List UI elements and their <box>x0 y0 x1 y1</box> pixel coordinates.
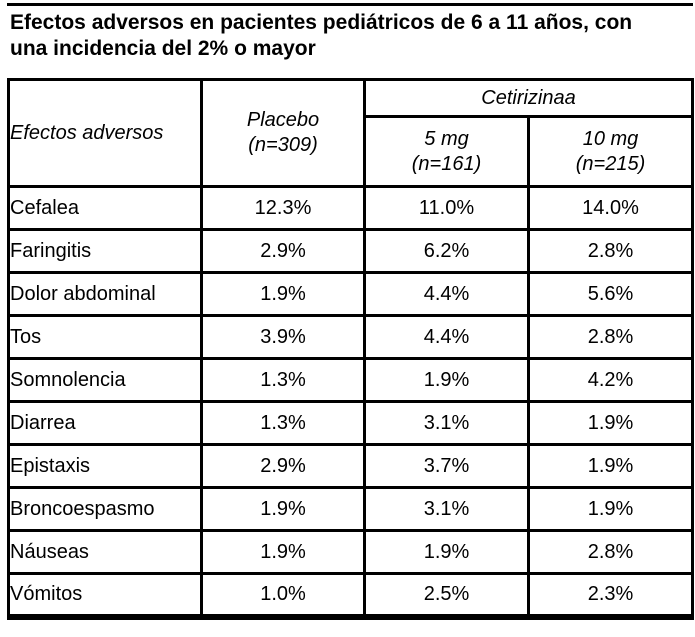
table-row: Náuseas 1.9% 1.9% 2.8% <box>7 529 695 575</box>
dose10-value-cell: 1.9% <box>526 486 695 532</box>
top-divider-rule <box>7 3 693 6</box>
dose10-value-cell: 2.3% <box>526 572 695 618</box>
column-header-10mg: 10 mg (n=215) <box>526 115 695 188</box>
dose5-value-cell: 11.0% <box>363 185 530 231</box>
table-row: Faringitis 2.9% 6.2% 2.8% <box>7 228 695 274</box>
dose5-value-cell: 6.2% <box>363 228 530 274</box>
table-row: Dolor abdominal 1.9% 4.4% 5.6% <box>7 271 695 317</box>
table-title: Efectos adversos en pacientes pediátrico… <box>10 10 690 62</box>
column-header-cetirizina-group: Cetirizinaa <box>362 78 695 118</box>
dose10-value-cell: 2.8% <box>526 228 695 274</box>
placebo-value-cell: 1.9% <box>200 271 366 317</box>
placebo-label: Placebo <box>246 109 320 131</box>
header-row-doses: 5 mg (n=161) 10 mg (n=215) <box>9 115 695 188</box>
placebo-value-cell: 1.3% <box>200 400 366 446</box>
dose10-value-cell: 5.6% <box>526 271 695 317</box>
table-row: Somnolencia 1.3% 1.9% 4.2% <box>7 357 695 403</box>
placebo-n: (n=309) <box>248 134 318 156</box>
table-title-line1: Efectos adversos en pacientes pediátrico… <box>10 11 633 34</box>
dose10-value-cell: 2.8% <box>526 529 695 575</box>
table-row: Vómitos 1.0% 2.5% 2.3% <box>7 572 695 618</box>
column-header-effects: Efectos adversos <box>7 78 203 188</box>
column-header-5mg: 5 mg (n=161) <box>363 115 530 188</box>
placebo-value-cell: 1.3% <box>200 357 366 403</box>
placebo-value-cell: 2.9% <box>200 228 366 274</box>
dose5-value-cell: 1.9% <box>363 357 530 403</box>
dose5-value-cell: 3.7% <box>363 443 530 489</box>
dose5-value-cell: 4.4% <box>363 314 530 360</box>
effect-name-cell: Diarrea <box>7 400 203 446</box>
dose5-value-cell: 3.1% <box>363 486 530 532</box>
effect-name-cell: Náuseas <box>7 529 203 575</box>
effect-name-cell: Vómitos <box>7 572 203 618</box>
column-header-placebo: Placebo (n=309) <box>200 78 366 188</box>
effect-name-cell: Tos <box>7 314 203 360</box>
placebo-value-cell: 3.9% <box>200 314 366 360</box>
placebo-value-cell: 2.9% <box>200 443 366 489</box>
dose5-value-cell: 1.9% <box>363 529 530 575</box>
dose10-value-cell: 4.2% <box>526 357 695 403</box>
dose5-value-cell: 2.5% <box>363 572 530 618</box>
table-row: Epistaxis 2.9% 3.7% 1.9% <box>7 443 695 489</box>
table-row: Diarrea 1.3% 3.1% 1.9% <box>7 400 695 446</box>
dose5-label: 5 mg <box>424 127 469 150</box>
effect-name-cell: Faringitis <box>7 228 203 274</box>
dose10-n: (n=215) <box>575 152 646 175</box>
effect-name-cell: Epistaxis <box>7 443 203 489</box>
effect-name-cell: Dolor abdominal <box>7 271 203 317</box>
dose10-value-cell: 2.8% <box>526 314 695 360</box>
placebo-value-cell: 12.3% <box>200 185 366 231</box>
dose10-value-cell: 1.9% <box>526 400 695 446</box>
effect-name-cell: Broncoespasmo <box>7 486 203 532</box>
dose10-value-cell: 14.0% <box>526 185 695 231</box>
effect-name-cell: Somnolencia <box>7 357 203 403</box>
table-body: Cefalea 12.3% 11.0% 14.0% Faringitis 2.9… <box>7 185 695 618</box>
dose5-value-cell: 3.1% <box>363 400 530 446</box>
dose5-n: (n=161) <box>411 152 482 175</box>
dose10-label: 10 mg <box>582 127 639 150</box>
table-title-line2: una incidencia del 2% o mayor <box>10 37 316 60</box>
table-row: Tos 3.9% 4.4% 2.8% <box>7 314 695 360</box>
dose10-value-cell: 1.9% <box>526 443 695 489</box>
effect-name-cell: Cefalea <box>7 185 203 231</box>
table-row: Cefalea 12.3% 11.0% 14.0% <box>7 185 695 231</box>
placebo-value-cell: 1.0% <box>200 572 366 618</box>
placebo-value-cell: 1.9% <box>200 529 366 575</box>
placebo-value-cell: 1.9% <box>200 486 366 532</box>
table-header: Efectos adversos Placebo (n=309) Cetiriz… <box>7 78 695 188</box>
adverse-effects-table: Efectos adversos Placebo (n=309) Cetiriz… <box>7 78 695 620</box>
table-row: Broncoespasmo 1.9% 3.1% 1.9% <box>7 486 695 532</box>
header-row-group: Efectos adversos Placebo (n=309) Cetiriz… <box>7 78 695 188</box>
dose5-value-cell: 4.4% <box>363 271 530 317</box>
